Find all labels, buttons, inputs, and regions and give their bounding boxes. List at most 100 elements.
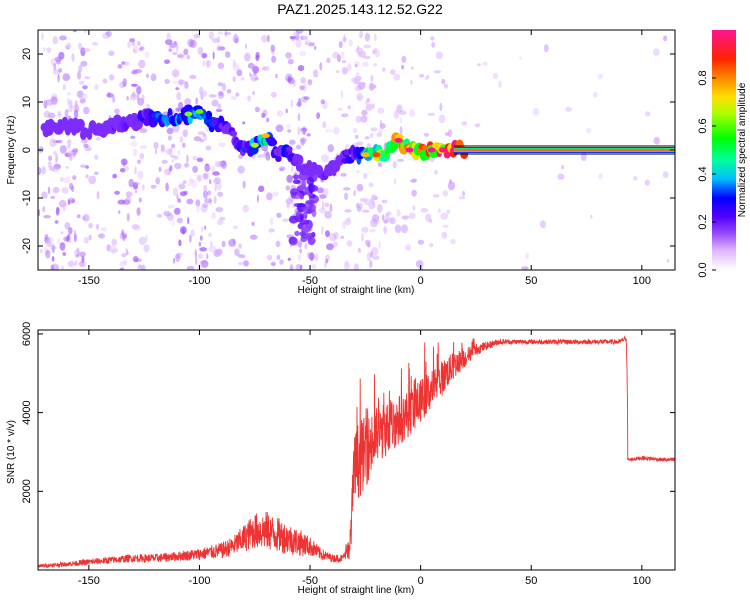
spectrogram-noise-cell <box>48 112 56 119</box>
spectrogram-noise-cell <box>356 92 364 102</box>
spectrogram-noise-cell <box>205 145 212 151</box>
spectrogram-noise-cell <box>261 34 268 43</box>
spectrogram-noise-cell <box>271 55 277 63</box>
spectrogram-noise-cell <box>141 94 145 102</box>
spectrogram-noise-cell <box>275 73 278 79</box>
spectrogram-noise-cell <box>301 96 308 103</box>
spectrogram-noise-cell <box>174 207 181 215</box>
spectrogram-noise-cell <box>195 97 198 105</box>
spectrogram-noise-cell <box>78 42 82 50</box>
spectrogram-noise-cell <box>173 257 176 264</box>
spectrogram-noise-cell <box>199 260 207 264</box>
spectrogram-noise-cell <box>124 166 129 171</box>
spectrogram-noise-cell <box>131 224 140 230</box>
spectrogram-noise-cell <box>210 241 213 247</box>
spectrogram-noise-cell <box>314 253 319 262</box>
spectrogram-noise-cell <box>386 211 392 216</box>
spectrogram-noise-cell <box>314 45 317 50</box>
spectrogram-noise-cell <box>134 166 137 175</box>
spectrogram-noise-cell <box>111 238 117 246</box>
spectrogram-noise-cell <box>364 32 370 42</box>
spectrogram-noise-cell <box>304 243 308 250</box>
spectrogram-noise-cell <box>164 59 170 64</box>
spectrogram-noise-cell <box>440 212 449 220</box>
spectrogram-noise-cell <box>43 215 51 219</box>
spectrogram-noise-cell <box>376 132 383 137</box>
spectrogram-noise-cell <box>109 74 115 81</box>
spectrogram-noise-cell <box>341 113 349 118</box>
spectrogram-noise-cell <box>173 43 179 48</box>
spectrogram-noise-cell <box>192 165 198 173</box>
spectrogram-noise-cell <box>47 186 51 195</box>
spectrogram-noise-cell <box>367 104 375 108</box>
spectrogram-noise-cell <box>372 255 380 260</box>
spectrogram-noise-cell <box>259 153 267 158</box>
spectrogram-noise-cell <box>431 42 436 48</box>
spectrogram-noise-cell <box>338 41 343 49</box>
spectrogram-noise-cell <box>303 83 307 93</box>
spectrogram-noise-cell <box>202 60 206 67</box>
spectrogram-noise-cell <box>401 215 409 220</box>
spectrogram-noise-cell <box>242 204 249 213</box>
spectrogram-noise-cell <box>161 159 168 164</box>
spectrogram-noise-cell <box>383 219 389 224</box>
spectrogram-noise-cell <box>393 178 397 185</box>
spectrogram-noise-cell <box>131 83 138 87</box>
spectrogram-noise-cell <box>199 247 208 252</box>
snr-ytick-label: 2000 <box>21 479 33 503</box>
spectrogram-cell <box>299 231 306 237</box>
spectrogram-noise-cell <box>67 197 76 204</box>
spectrogram-noise-cell <box>73 109 79 119</box>
spectrogram-noise-cell <box>320 99 325 105</box>
spectrogram-noise-cell <box>374 47 378 54</box>
spectrogram-noise-cell <box>190 229 195 237</box>
spectrogram-noise-cell <box>131 91 136 98</box>
spectrogram-noise-cell <box>237 254 246 259</box>
spectrogram-noise-cell <box>209 196 212 206</box>
spectrogram-noise-cell <box>136 207 141 216</box>
spectrogram-noise-cell <box>369 229 376 233</box>
spectrogram-noise-cell <box>446 209 451 214</box>
spectrogram-noise-cell <box>57 77 60 84</box>
spectrogram-noise-cell <box>53 63 57 71</box>
spectrogram-noise-cell <box>333 126 340 135</box>
spectrogram-noise-cell <box>65 108 73 113</box>
spectrogram-noise-cell <box>325 254 331 261</box>
spectrogram-noise-cell <box>372 200 375 207</box>
spectrogram-noise-cell <box>412 205 416 211</box>
spectrogram-noise-cell <box>50 195 56 200</box>
spectrogram-noise-cell <box>163 211 171 217</box>
spectrogram-noise-cell <box>266 192 273 201</box>
spectrogram-noise-cell <box>335 70 340 74</box>
spectrogram-noise-cell <box>232 62 240 72</box>
spectrogram-noise-cell <box>321 154 329 163</box>
spectrogram-noise-cell <box>144 51 150 59</box>
spectrogram-noise-cell <box>597 73 604 80</box>
spectrogram-noise-cell <box>216 219 224 226</box>
colorbar-tick-label: 0.0 <box>697 262 709 277</box>
spectrogram-ytick-label: -10 <box>21 190 33 206</box>
spectrogram-noise-cell <box>633 176 638 181</box>
spectrogram-noise-cell <box>228 238 237 247</box>
spectrogram-noise-cell <box>441 231 448 239</box>
spectrogram-noise-cell <box>286 202 291 209</box>
spectrogram-noise-cell <box>519 56 522 60</box>
spectrogram-noise-cell <box>58 199 67 208</box>
spectrogram-noise-cell <box>46 99 54 106</box>
spectrogram-noise-cell <box>299 137 307 143</box>
spectrogram-noise-cell <box>117 64 123 69</box>
spectrogram-noise-cell <box>118 210 121 215</box>
spectrogram-noise-cell <box>175 87 180 91</box>
spectrogram-noise-cell <box>121 61 126 65</box>
spectrogram-noise-cell <box>67 233 70 242</box>
spectrogram-noise-cell <box>295 30 304 34</box>
spectrogram-noise-cell <box>226 89 232 94</box>
spectrogram-noise-cell <box>183 48 189 56</box>
spectrogram-noise-cell <box>411 178 418 183</box>
spectrogram-noise-cell <box>442 190 449 197</box>
spectrogram-noise-cell <box>198 253 204 259</box>
spectrogram-noise-cell <box>394 224 402 234</box>
spectrogram-ytick-label: 20 <box>21 48 33 60</box>
spectrogram-noise-cell <box>64 152 71 158</box>
spectrogram-noise-cell <box>372 49 375 55</box>
